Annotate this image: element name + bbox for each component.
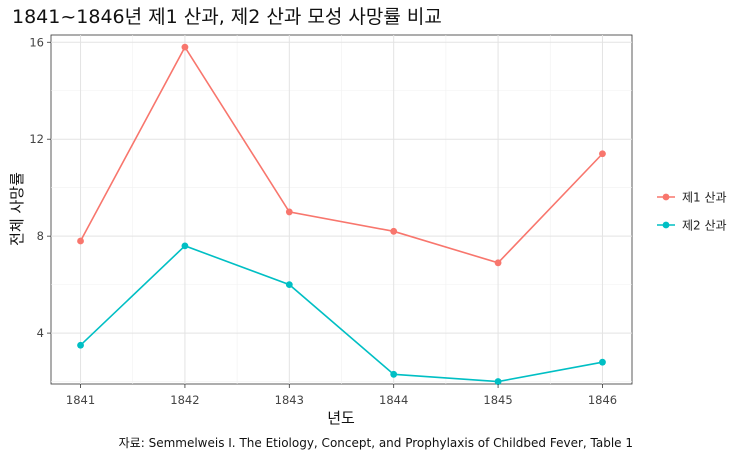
data-point-series-1 [285,208,293,216]
data-point-series-2 [390,370,398,378]
source-caption: 자료: Semmelweis I. The Etiology, Concept,… [119,436,633,450]
x-axis-title: 년도 [327,409,355,427]
y-axis-title: 전체 사망률 [8,172,26,246]
y-tick-label: 12 [29,132,44,146]
series-line-1 [79,45,604,264]
series-layer [77,43,606,385]
data-point-series-1 [181,43,189,51]
y-tick-label: 4 [37,326,44,340]
series-line-2 [79,244,603,383]
axis-ticks: 4 8 12 16 1841 1842 1843 1844 1845 1846 [29,35,617,407]
x-tick-label: 1846 [588,393,617,407]
x-tick-label: 1842 [170,393,199,407]
data-point-series-1 [599,150,606,158]
data-point-series-2 [77,341,84,349]
legend-label: 제2 산과 [682,219,727,233]
x-tick-label: 1844 [379,393,408,407]
data-point-series-1 [77,237,84,245]
data-point-series-1 [390,227,398,235]
data-point-series-2 [599,358,606,366]
data-point-series-1 [494,259,502,267]
data-point-series-2 [494,378,502,385]
data-point-series-2 [285,281,293,289]
legend-label: 제1 산과 [682,191,727,205]
data-point-series-2 [181,242,189,250]
y-tick-label: 8 [37,229,44,243]
legend-key-point [662,193,670,201]
legend-key-point [662,221,670,229]
chart-title: 1841~1846년 제1 산과, 제2 산과 모성 사망률 비교 [12,6,442,28]
x-tick-label: 1843 [275,393,304,407]
grid-lines [51,35,632,384]
x-tick-label: 1845 [483,393,512,407]
x-tick-label: 1841 [66,393,95,407]
y-tick-label: 16 [29,35,44,49]
